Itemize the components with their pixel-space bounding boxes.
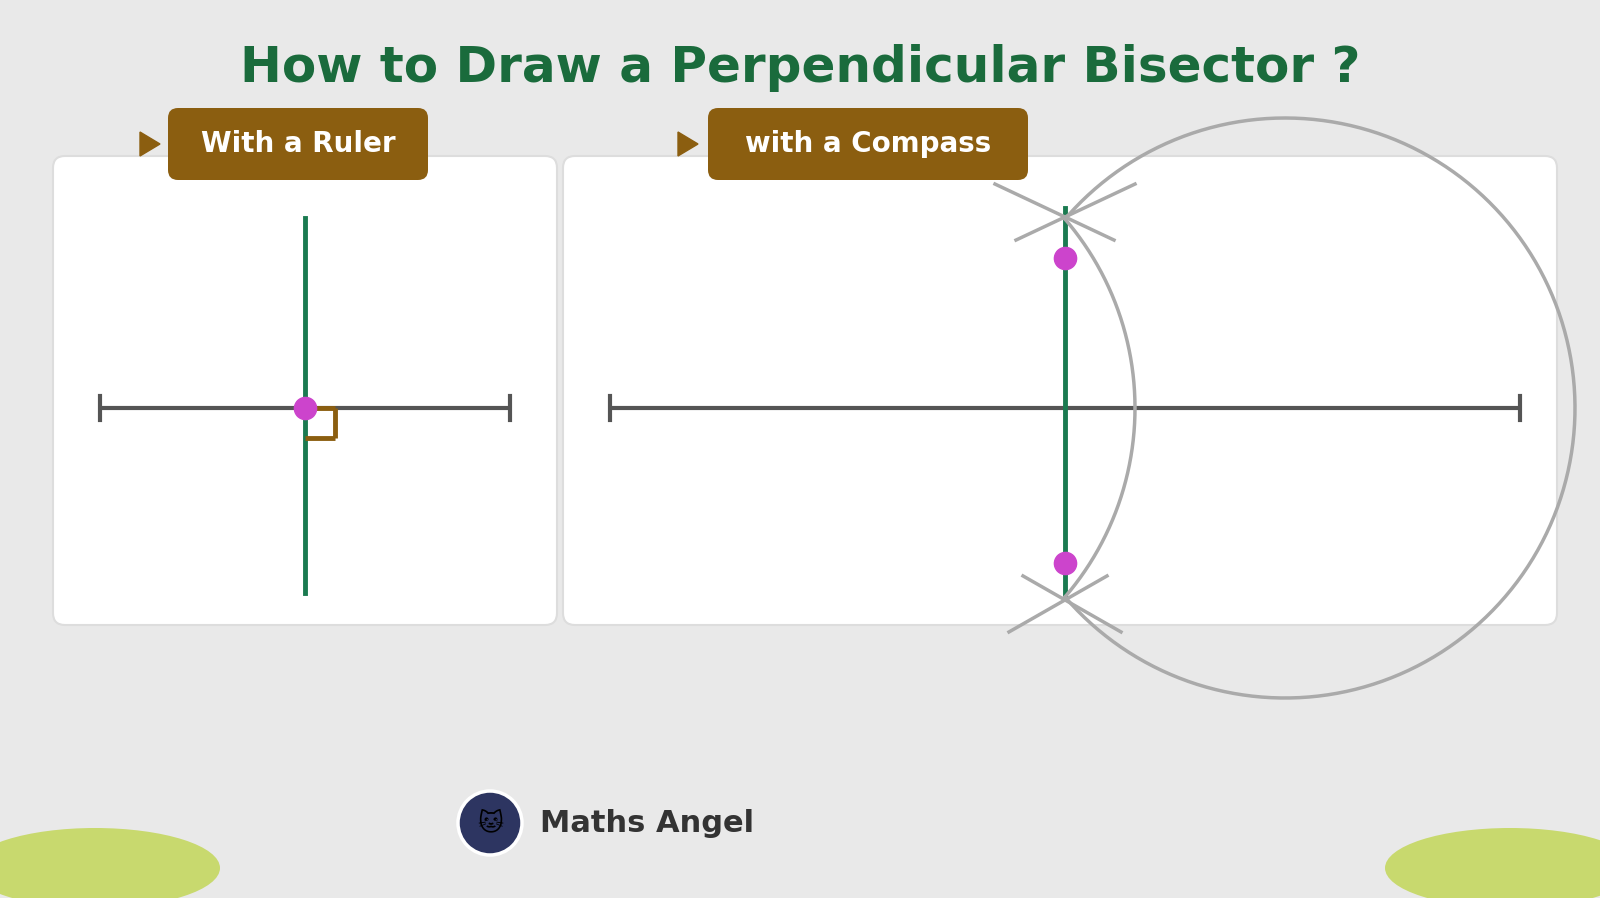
FancyBboxPatch shape <box>563 156 1557 625</box>
Polygon shape <box>141 132 160 156</box>
Polygon shape <box>678 132 698 156</box>
Text: with a Compass: with a Compass <box>746 130 990 158</box>
FancyBboxPatch shape <box>707 108 1027 180</box>
Circle shape <box>458 791 522 855</box>
Ellipse shape <box>1386 828 1600 898</box>
FancyBboxPatch shape <box>168 108 429 180</box>
Text: 🐱: 🐱 <box>477 811 502 835</box>
Text: Maths Angel: Maths Angel <box>541 808 754 838</box>
Text: With a Ruler: With a Ruler <box>200 130 395 158</box>
Ellipse shape <box>0 828 221 898</box>
Text: How to Draw a Perpendicular Bisector ?: How to Draw a Perpendicular Bisector ? <box>240 44 1360 92</box>
FancyBboxPatch shape <box>53 156 557 625</box>
